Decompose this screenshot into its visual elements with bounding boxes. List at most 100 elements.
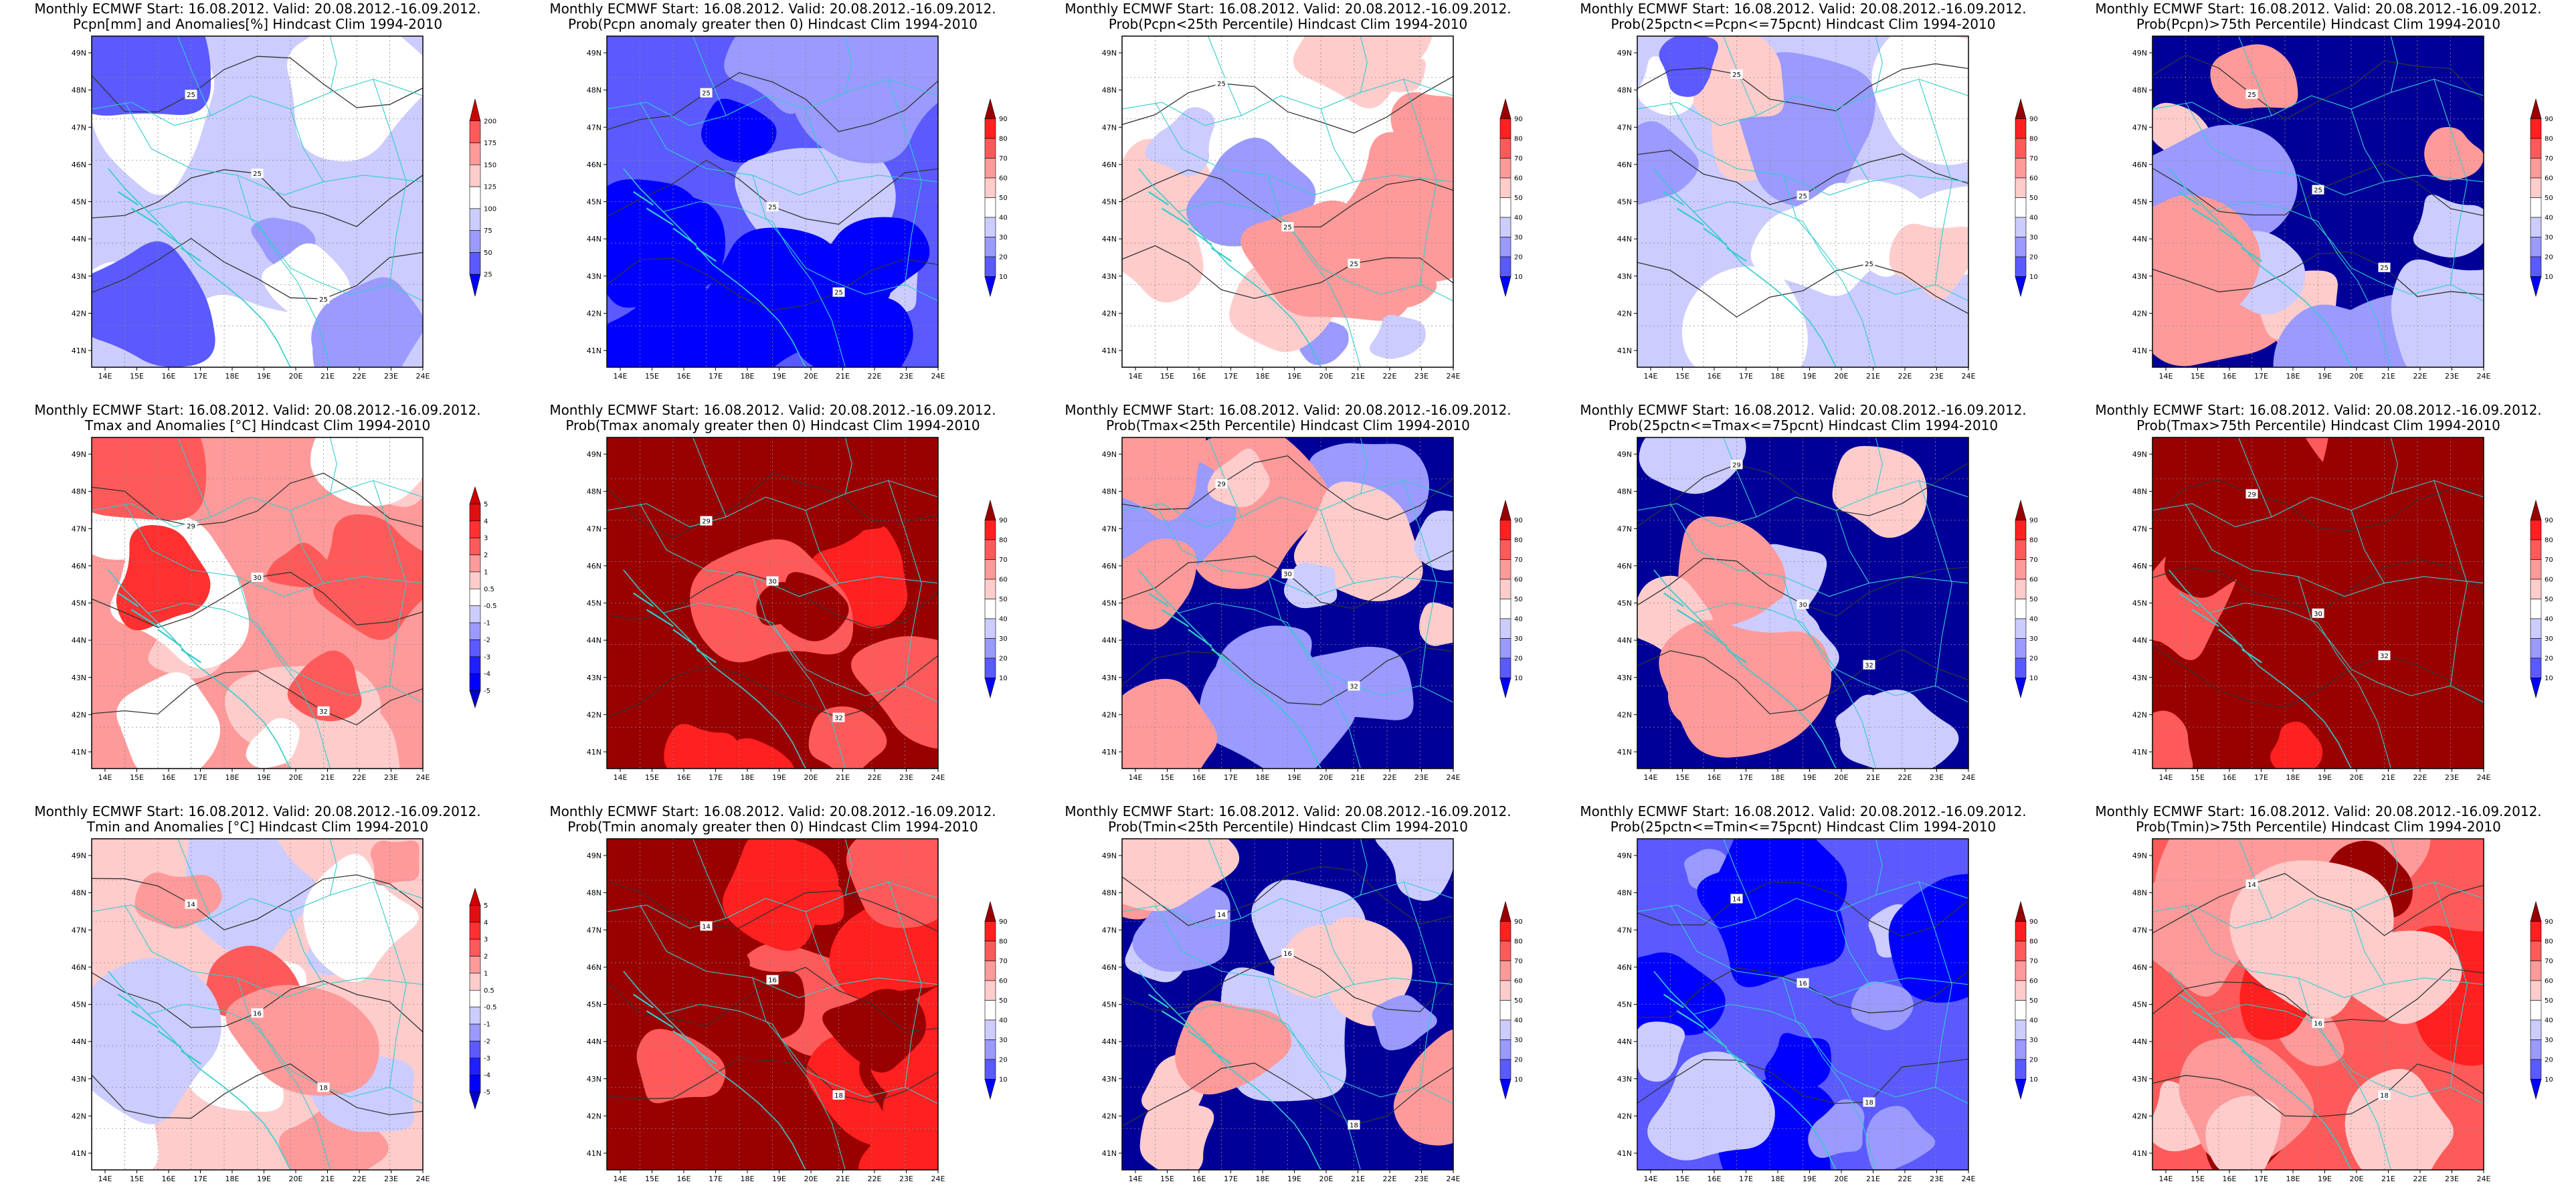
contour-label-box: [317, 1082, 330, 1092]
legend-cell: [469, 938, 481, 957]
field-region: [776, 287, 913, 367]
lon-tick-label: 14E: [2159, 372, 2173, 381]
contour-label-box: [1281, 222, 1294, 232]
contour-label: 16: [253, 1010, 262, 1017]
lon-tick-label: 22E: [868, 372, 882, 381]
field-region: [1637, 121, 1699, 205]
border-line: [1208, 36, 1242, 116]
lat-tick-label: 42N: [587, 710, 602, 719]
lat-tick-label: 41N: [587, 748, 602, 757]
lon-tick-label: 17E: [1224, 1175, 1238, 1183]
lon-tick-label: 17E: [193, 1175, 207, 1183]
contour-label-box: [2312, 608, 2324, 618]
legend-label: 90: [2029, 517, 2038, 524]
lat-tick-label: 47N: [72, 524, 86, 533]
legend-cell: [469, 252, 481, 275]
border-line: [805, 108, 839, 183]
field-region: [834, 249, 892, 311]
contour-label: 29: [702, 518, 711, 526]
map-field: 14 16 18: [2152, 839, 2484, 1170]
map-field: 25 25 25: [2152, 36, 2484, 367]
border-line: [1208, 437, 1242, 518]
lat-tick-label: 48N: [1617, 86, 1632, 95]
lon-tick-label: 15E: [130, 372, 144, 381]
contour-label-box: [1215, 910, 1228, 920]
field-region: [2424, 126, 2484, 181]
coastline: [623, 569, 806, 769]
legend-label: 90: [2545, 517, 2553, 524]
border-line: [2185, 904, 2484, 999]
field-region: [2391, 259, 2484, 367]
legend-label: 10: [2545, 675, 2553, 682]
panel-subtitle: Prob(Tmax>75th Percentile) Hindcast Clim…: [2136, 417, 2500, 433]
field-region: [1637, 952, 1726, 1036]
contour-label: 30: [768, 579, 777, 586]
lon-tick-label: 15E: [130, 773, 144, 782]
legend-label: 60: [1514, 577, 1523, 584]
legend-label: 60: [1514, 978, 1523, 985]
island: [632, 191, 654, 206]
legend-label: 1: [484, 569, 488, 576]
island: [117, 993, 139, 1009]
contour-label-box: [1797, 191, 1809, 201]
lat-tick-label: 46N: [72, 963, 86, 972]
island: [1161, 207, 1189, 226]
legend-label: 40: [1514, 616, 1523, 623]
lon-tick-label: 15E: [1160, 1175, 1174, 1183]
lat-tick-label: 47N: [1617, 123, 1632, 132]
lon-tick-label: 24E: [1447, 372, 1461, 381]
legend-cell: [1499, 559, 1511, 580]
contour-line: [607, 1058, 938, 1104]
legend-cell: [1499, 1019, 1511, 1040]
legend-label: 10: [2029, 1076, 2038, 1084]
field-region: [287, 36, 423, 162]
border-line: [1327, 682, 1361, 769]
lat-tick-label: 49N: [1102, 851, 1117, 860]
border-line: [2209, 602, 2359, 683]
legend-cap: [1499, 900, 1511, 922]
lon-tick-label: 19E: [1287, 1175, 1301, 1183]
lat-tick-label: 43N: [587, 674, 602, 682]
lon-tick-label: 20E: [1835, 773, 1849, 782]
color-legend: 90 80 70 60 50 40 30 20 10: [1499, 900, 1523, 1100]
lat-tick-label: 46N: [1102, 963, 1117, 972]
legend-cell: [1499, 599, 1511, 619]
color-legend: 5 4 3 2 1 0.5 -0.5 -1 -2 -3 -4 -5: [469, 486, 497, 708]
panel-header: Monthly ECMWF Start: 16.08.2012. Valid: …: [549, 1, 996, 17]
lon-tick-label: 21E: [836, 372, 850, 381]
field-region: [1647, 1051, 1775, 1161]
contour-line: [2152, 479, 2484, 531]
legend-cap: [2015, 678, 2027, 699]
lon-tick-label: 19E: [2318, 372, 2332, 381]
legend-cell: [2530, 940, 2542, 961]
legend-label: 50: [1514, 596, 1523, 603]
lat-tick-label: 44N: [72, 636, 86, 645]
field-region: [2229, 860, 2394, 1018]
border-line: [640, 503, 938, 597]
border-line: [607, 881, 938, 929]
legend-label: 90: [1514, 918, 1523, 926]
legend-label: 60: [2545, 978, 2553, 985]
legend-label: 50: [2029, 596, 2038, 603]
panel-tmin-mid: Monthly ECMWF Start: 16.08.2012. Valid: …: [1546, 803, 2061, 1204]
legend-label: 100: [484, 205, 496, 213]
lat-tick-label: 42N: [72, 710, 86, 719]
lon-tick-label: 20E: [289, 773, 303, 782]
border-line: [237, 576, 423, 703]
lat-tick-label: 45N: [587, 599, 602, 608]
lon-tick-label: 19E: [1803, 773, 1817, 782]
lon-tick-label: 23E: [384, 1175, 398, 1183]
lat-tick-label: 46N: [1617, 161, 1632, 169]
legend-cell: [984, 618, 996, 639]
border-line: [1122, 78, 1453, 126]
legend-label: 50: [2029, 997, 2038, 1005]
legend-cell: [1499, 520, 1511, 540]
lon-tick-label: 22E: [868, 1175, 882, 1183]
border-line: [805, 510, 839, 584]
panel-subtitle: Prob(25pctn<=Pcpn<=75pcnt) Hindcast Clim…: [1611, 16, 1996, 32]
contour-line: [92, 237, 423, 300]
legend-label: 20: [2545, 1057, 2553, 1064]
contour-label: 25: [702, 90, 711, 98]
